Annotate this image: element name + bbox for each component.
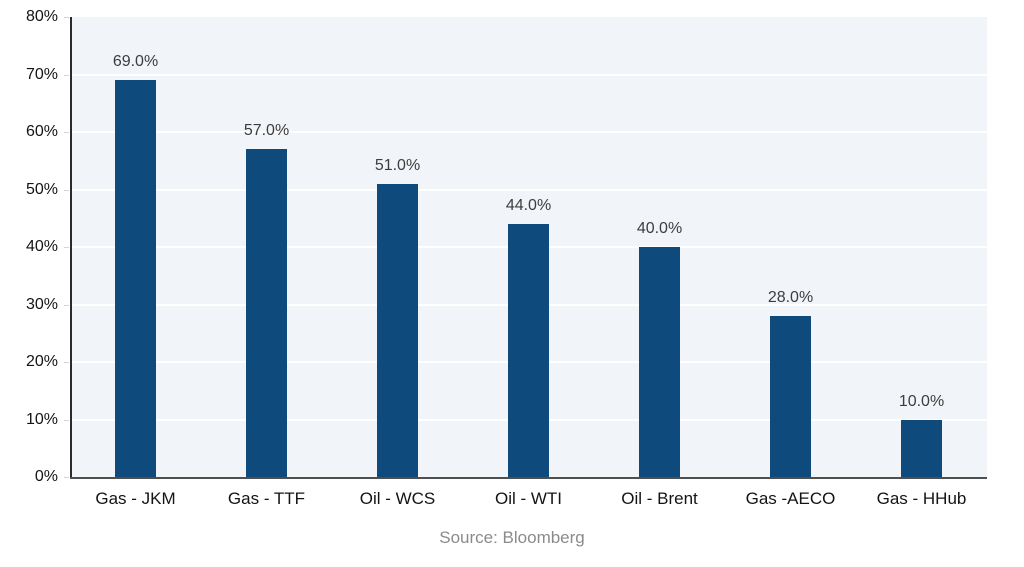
- bar-value-label: 69.0%: [112, 53, 159, 71]
- bar: [770, 316, 811, 477]
- x-category-label: Oil - WTI: [494, 489, 563, 508]
- x-category-label: Oil - WCS: [359, 489, 436, 508]
- y-tick-mark: [64, 17, 69, 18]
- y-tick-label: 80%: [25, 8, 58, 25]
- source-caption: Source: Bloomberg: [439, 528, 585, 547]
- y-tick-mark: [64, 419, 69, 421]
- y-tick-mark: [64, 74, 69, 76]
- gridline: [70, 73, 987, 76]
- bar: [246, 149, 287, 477]
- y-tick-mark: [64, 304, 69, 306]
- y-tick-label: 40%: [25, 238, 58, 255]
- x-category-label: Gas - JKM: [95, 489, 176, 508]
- bar-value-label: 40.0%: [636, 220, 683, 237]
- x-category-label: Gas -AECO: [745, 489, 836, 508]
- gridline: [70, 188, 987, 191]
- bar: [508, 224, 549, 477]
- y-tick-label: 30%: [25, 295, 58, 313]
- gridline: [70, 131, 987, 133]
- y-tick-label: 10%: [25, 410, 58, 428]
- bar: [901, 419, 942, 477]
- y-tick-label: 0%: [34, 468, 58, 485]
- bar: [377, 183, 418, 477]
- y-tick-mark: [64, 189, 69, 191]
- y-tick-label: 60%: [25, 123, 58, 140]
- bar-value-label: 57.0%: [243, 122, 290, 140]
- bar-value-label: 44.0%: [505, 197, 552, 214]
- bar: [639, 247, 680, 477]
- bar-value-label: 10.0%: [898, 392, 945, 410]
- x-category-label: Oil - Brent: [621, 489, 698, 508]
- y-tick-mark: [64, 477, 69, 478]
- y-tick-label: 70%: [25, 65, 58, 83]
- x-category-label: Gas - TTF: [227, 489, 306, 508]
- y-tick-mark: [64, 362, 69, 363]
- y-tick-label: 50%: [25, 180, 58, 198]
- x-category-label: Gas - HHub: [876, 489, 967, 508]
- bar: [115, 80, 156, 477]
- bar-value-label: 51.0%: [374, 156, 421, 174]
- y-tick-label: 20%: [25, 353, 58, 370]
- y-tick-mark: [64, 132, 69, 133]
- y-tick-mark: [64, 247, 69, 248]
- bar-value-label: 28.0%: [767, 289, 814, 306]
- x-axis-line: [70, 477, 987, 479]
- y-axis-line: [70, 17, 72, 477]
- plot-area: 69.0% 57.0% 51.0% 44.0% 40.0% 28.0% 10.0%: [70, 17, 987, 477]
